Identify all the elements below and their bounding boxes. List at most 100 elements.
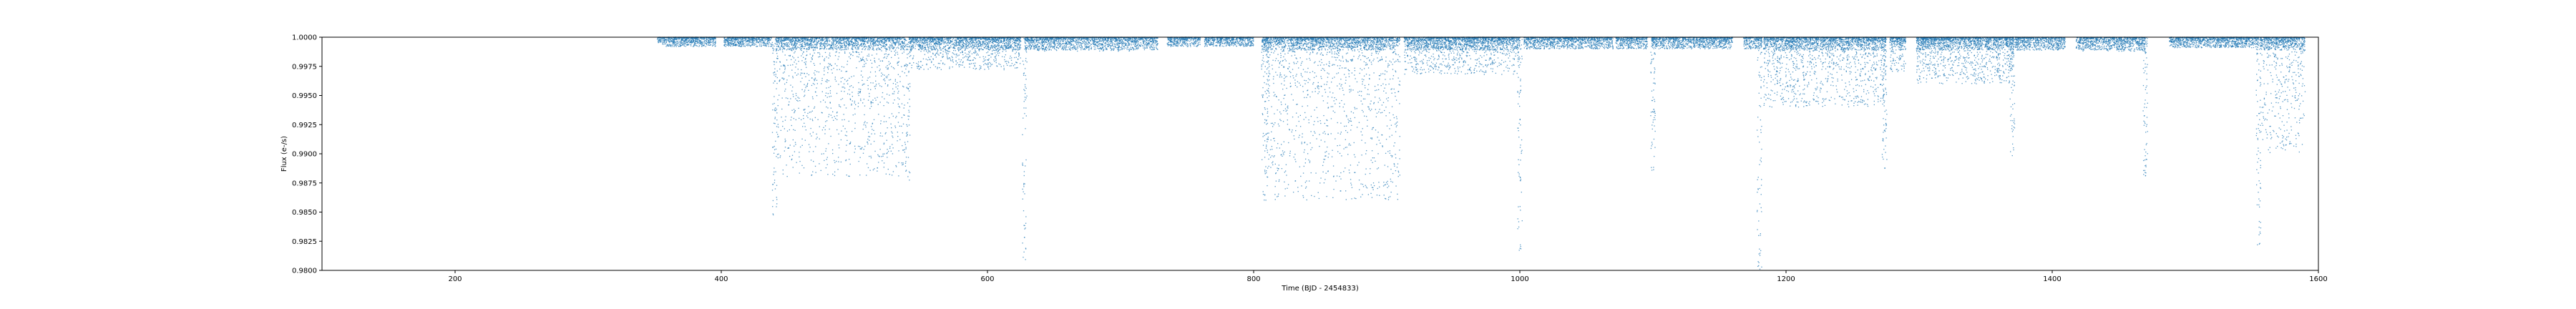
data-point bbox=[842, 45, 844, 46]
data-point bbox=[911, 38, 912, 39]
data-point bbox=[993, 39, 995, 41]
data-point bbox=[988, 49, 990, 50]
data-point bbox=[838, 42, 839, 44]
data-point bbox=[776, 41, 778, 43]
data-point bbox=[825, 150, 826, 152]
data-point bbox=[995, 49, 997, 51]
data-point bbox=[910, 40, 912, 41]
data-point bbox=[872, 122, 874, 124]
data-point bbox=[796, 41, 799, 43]
data-point bbox=[892, 48, 893, 49]
data-point bbox=[860, 89, 862, 90]
data-point bbox=[935, 41, 937, 43]
data-point bbox=[686, 41, 688, 44]
data-point bbox=[770, 39, 771, 41]
data-point bbox=[985, 41, 987, 43]
data-point bbox=[881, 38, 882, 39]
data-point bbox=[689, 39, 691, 41]
data-point bbox=[703, 37, 704, 39]
data-point bbox=[798, 37, 799, 39]
data-point bbox=[791, 41, 794, 43]
data-point bbox=[864, 41, 866, 43]
data-point bbox=[942, 39, 943, 41]
data-point bbox=[738, 36, 740, 39]
data-point bbox=[873, 39, 874, 41]
data-point bbox=[955, 37, 956, 39]
data-point bbox=[832, 37, 834, 39]
data-point bbox=[1018, 39, 1020, 41]
data-point bbox=[897, 46, 899, 48]
data-point bbox=[814, 64, 816, 66]
data-point bbox=[784, 39, 786, 41]
data-point bbox=[902, 132, 904, 134]
data-point bbox=[883, 38, 884, 39]
data-point bbox=[781, 44, 783, 46]
data-point bbox=[973, 44, 975, 46]
data-point bbox=[733, 39, 734, 41]
data-point bbox=[904, 149, 905, 150]
data-point bbox=[838, 40, 839, 41]
data-point bbox=[710, 44, 711, 46]
data-point bbox=[694, 41, 696, 43]
data-point bbox=[924, 42, 927, 44]
data-point bbox=[991, 39, 992, 41]
data-point bbox=[869, 37, 871, 39]
data-point bbox=[962, 39, 964, 41]
data-point bbox=[885, 36, 887, 39]
data-point bbox=[889, 48, 891, 49]
data-point bbox=[728, 42, 730, 44]
data-point bbox=[992, 49, 994, 51]
data-point bbox=[815, 146, 816, 147]
data-point bbox=[935, 43, 937, 44]
data-point bbox=[804, 112, 806, 113]
data-point bbox=[864, 48, 867, 49]
data-point bbox=[870, 89, 872, 91]
data-point bbox=[879, 48, 881, 49]
data-point bbox=[950, 45, 952, 46]
data-point bbox=[751, 44, 753, 46]
data-point bbox=[826, 45, 829, 46]
data-point bbox=[675, 39, 677, 41]
data-point bbox=[834, 55, 836, 57]
data-point bbox=[696, 37, 698, 39]
data-point bbox=[862, 38, 864, 39]
data-point bbox=[887, 102, 889, 104]
data-point bbox=[743, 39, 745, 41]
data-point bbox=[733, 42, 735, 44]
data-point bbox=[818, 41, 819, 43]
data-point bbox=[859, 36, 860, 39]
data-point bbox=[962, 41, 964, 42]
data-point bbox=[862, 37, 864, 39]
data-point bbox=[987, 47, 989, 49]
data-point bbox=[814, 80, 815, 82]
data-point bbox=[897, 97, 899, 99]
data-point bbox=[857, 44, 859, 45]
data-point bbox=[874, 42, 876, 44]
data-point bbox=[730, 39, 731, 41]
data-point bbox=[839, 42, 841, 44]
data-point bbox=[863, 59, 864, 61]
data-point bbox=[917, 41, 918, 44]
data-point bbox=[792, 46, 794, 48]
data-point bbox=[824, 125, 826, 127]
data-point bbox=[884, 42, 886, 44]
data-point bbox=[839, 39, 841, 41]
data-point bbox=[887, 67, 889, 69]
data-point bbox=[842, 39, 844, 41]
data-point bbox=[849, 52, 851, 54]
data-point bbox=[693, 44, 695, 46]
data-point bbox=[776, 52, 778, 54]
data-point bbox=[989, 41, 990, 43]
data-point bbox=[832, 42, 834, 44]
data-point bbox=[781, 49, 784, 51]
data-point bbox=[751, 37, 753, 39]
data-point bbox=[682, 39, 683, 41]
data-point bbox=[892, 39, 894, 41]
data-point bbox=[795, 46, 796, 47]
data-point bbox=[961, 46, 962, 48]
data-point bbox=[811, 38, 813, 39]
data-point bbox=[809, 43, 811, 44]
data-point bbox=[887, 37, 889, 39]
data-point bbox=[934, 47, 935, 49]
data-point bbox=[900, 46, 902, 47]
